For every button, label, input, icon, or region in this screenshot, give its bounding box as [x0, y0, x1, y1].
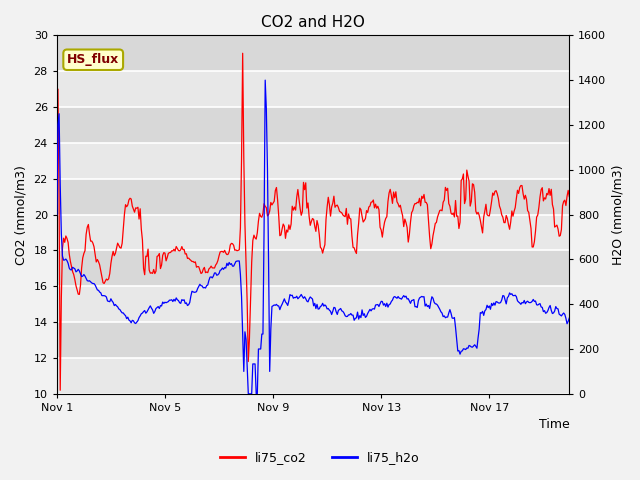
X-axis label: Time: Time [538, 419, 570, 432]
Bar [57, 358, 570, 394]
Bar [57, 143, 570, 179]
Y-axis label: H2O (mmol/m3): H2O (mmol/m3) [612, 164, 625, 265]
Bar [57, 215, 570, 251]
Title: CO2 and H2O: CO2 and H2O [261, 15, 365, 30]
Bar [57, 179, 570, 215]
Legend: li75_co2, li75_h2o: li75_co2, li75_h2o [215, 446, 425, 469]
Bar [57, 36, 570, 71]
Bar [57, 107, 570, 143]
Y-axis label: CO2 (mmol/m3): CO2 (mmol/m3) [15, 165, 28, 264]
Text: HS_flux: HS_flux [67, 53, 119, 66]
Bar [57, 71, 570, 107]
Bar [57, 251, 570, 286]
Bar [57, 286, 570, 322]
Bar [57, 322, 570, 358]
